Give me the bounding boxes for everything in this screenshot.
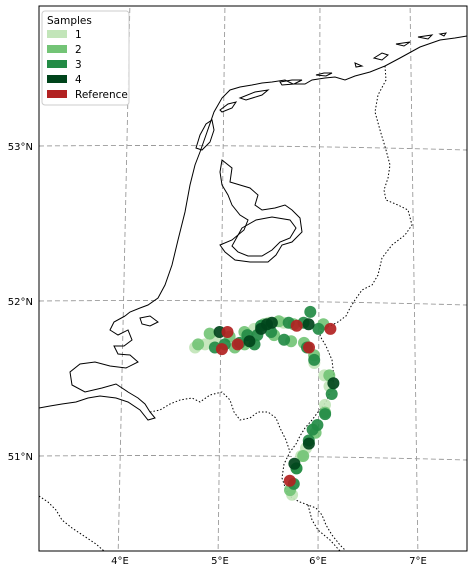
- map-frame: 4°E 5°E 6°E 7°E 53°N 52°N 51°N Samples 1…: [8, 5, 468, 567]
- sample-point-reference-4: [324, 322, 337, 335]
- legend-swatch-reference: [47, 90, 67, 98]
- parallel-51n: [39, 455, 467, 461]
- sample-point-2-13: [297, 450, 310, 462]
- sample-point-4-5: [327, 377, 340, 390]
- legend-swatch-1: [47, 30, 67, 38]
- meridian-4e: [117, 6, 131, 551]
- legend: Samples 1 2 3 4 Reference: [41, 10, 130, 106]
- lon-tick-4e: 4°E: [111, 556, 129, 567]
- legend-label-3: 3: [75, 59, 82, 71]
- lat-ticks: 53°N 52°N 51°N: [8, 142, 33, 463]
- sample-point-4-8: [243, 335, 256, 348]
- sample-point-reference-3: [290, 319, 303, 332]
- meridian-7e: [409, 6, 419, 551]
- coastline: [39, 32, 467, 421]
- ijsselmeer: [219, 159, 303, 263]
- sample-point-2-0: [192, 338, 205, 351]
- lon-tick-6e: 6°E: [309, 556, 327, 567]
- flevoland: [231, 216, 297, 257]
- borkum: [372, 52, 390, 61]
- sample-point-3-13: [325, 388, 338, 400]
- sample-point-3-20: [278, 333, 291, 346]
- meridian-5e: [217, 6, 226, 551]
- goeree: [139, 315, 159, 327]
- ameland: [279, 79, 303, 86]
- legend-label-2: 2: [75, 44, 82, 56]
- sample-point-2-1: [203, 327, 216, 340]
- norderney: [417, 34, 434, 40]
- sample-point-3-9: [304, 305, 317, 318]
- lat-tick-51n: 51°N: [8, 452, 33, 463]
- lat-tick-53n: 53°N: [8, 142, 33, 153]
- lon-tick-7e: 7°E: [409, 556, 427, 567]
- gridlines: [39, 6, 467, 551]
- sample-point-3-16: [306, 423, 319, 436]
- sample-point-reference-2: [231, 338, 244, 351]
- lon-ticks: 4°E 5°E 6°E 7°E: [111, 556, 427, 567]
- mainland-coast: [124, 35, 467, 317]
- sample-point-3-10: [312, 322, 325, 335]
- sample-point-reference-6: [283, 474, 296, 487]
- meridian-6e: [317, 6, 321, 551]
- plot-border: [38, 5, 468, 552]
- legend-swatch-3: [47, 60, 67, 68]
- parallel-53n: [39, 145, 467, 151]
- schiermonnikoog: [315, 72, 333, 77]
- lat-tick-52n: 52°N: [8, 297, 33, 308]
- sample-point-4-7: [288, 457, 301, 470]
- parallel-52n: [39, 300, 467, 306]
- sample-point-4-4: [302, 318, 315, 331]
- lon-tick-5e: 5°E: [211, 556, 229, 567]
- sample-point-4-6: [302, 437, 315, 450]
- sample-point-reference-0: [221, 326, 234, 338]
- sample-point-reference-1: [215, 343, 228, 356]
- belgium-border: [149, 391, 291, 453]
- zeeland-islands: [39, 315, 156, 421]
- legend-label-1: 1: [75, 29, 82, 41]
- rottumeroog: [354, 62, 364, 68]
- texel: [195, 119, 215, 151]
- legend-label-reference: Reference: [75, 89, 128, 101]
- juist: [395, 41, 411, 47]
- legend-swatch-2: [47, 45, 67, 53]
- legend-title: Samples: [47, 15, 92, 27]
- vlieland: [219, 101, 238, 113]
- legend-swatch-4: [47, 75, 67, 83]
- sample-point-3-12: [308, 353, 321, 366]
- sample-points: [189, 305, 340, 501]
- sample-point-4-3: [265, 316, 278, 329]
- sample-point-reference-5: [303, 341, 315, 354]
- legend-label-4: 4: [75, 74, 82, 86]
- baltrum: [438, 32, 448, 37]
- sample-point-3-14: [319, 408, 332, 421]
- terschelling: [238, 89, 270, 101]
